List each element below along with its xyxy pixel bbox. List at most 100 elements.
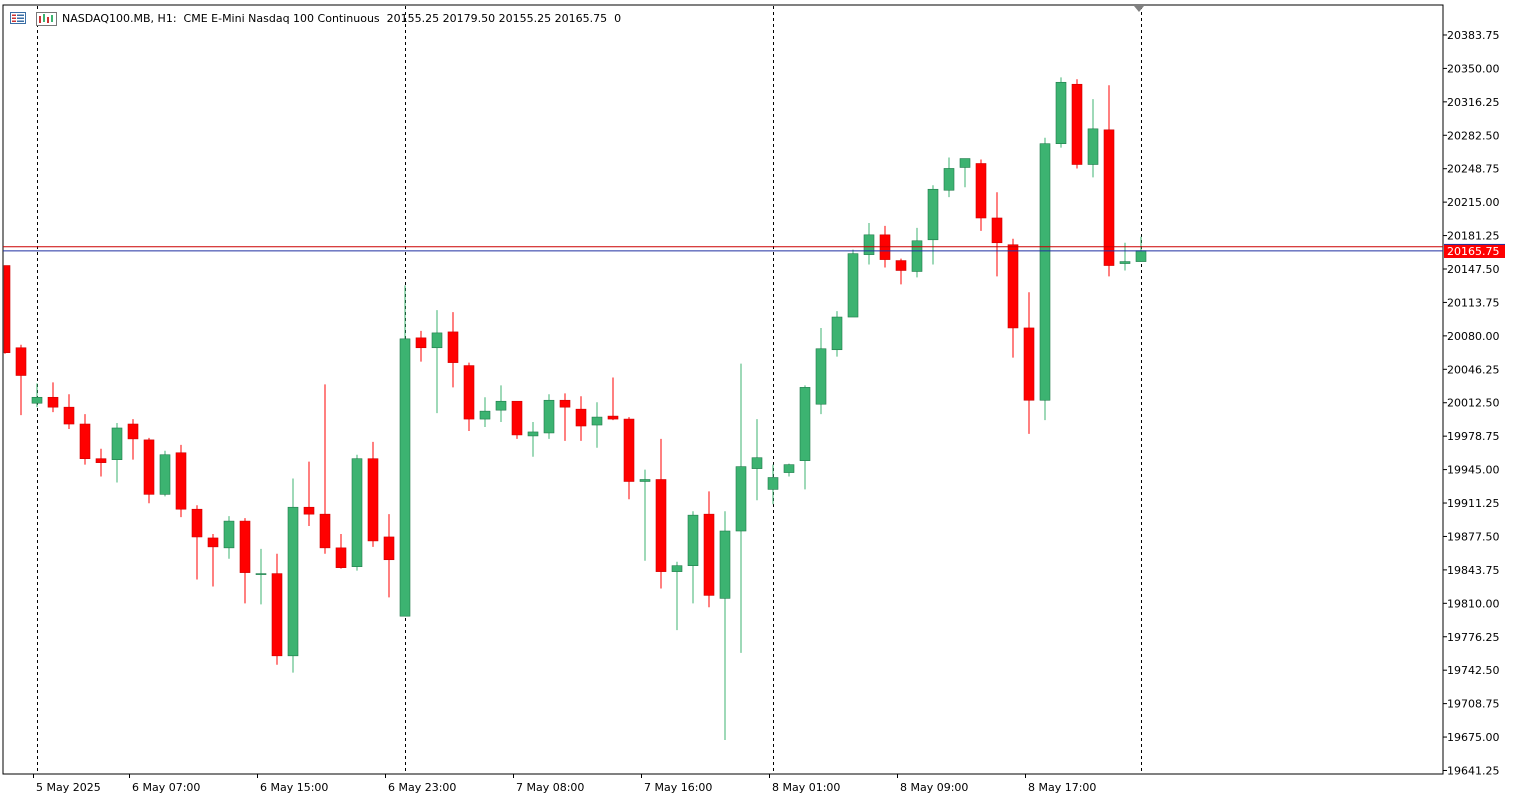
candle	[175, 444, 187, 518]
price-tick-label: 20147.50	[1447, 263, 1500, 276]
candle-body-bear	[175, 452, 187, 510]
candle-body-bear	[575, 408, 587, 427]
candle	[191, 505, 203, 580]
candle-body-bull	[351, 458, 363, 567]
candle	[383, 514, 395, 598]
candle	[815, 327, 827, 415]
candle	[79, 414, 91, 465]
candle	[623, 417, 635, 500]
candle	[495, 385, 507, 423]
candle-body-bull	[671, 565, 683, 572]
candle	[655, 438, 667, 589]
trading-list-icon[interactable]	[10, 12, 26, 24]
time-axis[interactable]: 5 May 2025 6 May 07:00 6 May 15:00 6 May 23…	[33, 774, 1097, 794]
candle-body-bear	[319, 513, 331, 549]
price-tick-label: 20181.25	[1447, 230, 1500, 243]
candle	[127, 419, 139, 460]
candle-body-bear	[655, 479, 667, 572]
candle-body-bull	[943, 168, 955, 191]
candle-body-bear	[191, 508, 203, 538]
candle-body-bear	[383, 536, 395, 561]
candle-body-bull	[1055, 81, 1067, 144]
candle-body-bull	[111, 427, 123, 460]
candle-body-bear	[463, 365, 475, 420]
candle-body-bull	[639, 479, 651, 482]
candle	[207, 533, 219, 587]
candle-body-bull	[399, 338, 411, 617]
candle-body-bear	[47, 396, 59, 408]
candle-body-bear	[143, 439, 155, 495]
candle-body-bear	[367, 458, 379, 542]
candle	[799, 385, 811, 490]
candle-body-bear	[1071, 83, 1083, 165]
candle	[319, 384, 331, 554]
candle-body-bull	[863, 234, 875, 255]
candle	[303, 461, 315, 527]
candle	[351, 454, 363, 571]
candle-body-bull	[1087, 128, 1099, 165]
price-tick-label: 19708.75	[1447, 698, 1500, 711]
candles-layer	[3, 77, 1147, 741]
candle	[143, 437, 155, 504]
ohlc-values: 20155.25 20179.50 20155.25 20165.75	[386, 12, 608, 25]
price-tick-label: 19810.00	[1447, 597, 1500, 610]
candle-body-bull	[159, 454, 171, 495]
time-tick-label: 8 May 09:00	[900, 781, 968, 794]
candle	[991, 192, 1003, 277]
candle-body-bear	[303, 506, 315, 515]
candle-body-bull	[591, 416, 603, 426]
candle	[63, 394, 75, 429]
candle	[239, 518, 251, 604]
price-tick-label: 19742.50	[1447, 664, 1500, 677]
candle	[447, 312, 459, 388]
candle-body-bear	[239, 520, 251, 573]
candle	[895, 258, 907, 285]
candle	[255, 548, 267, 605]
candle	[223, 516, 235, 559]
price-tick-label: 20012.50	[1447, 397, 1500, 410]
candle	[831, 311, 843, 357]
candle-body-bear	[623, 418, 635, 482]
price-tick-label: 19911.25	[1447, 497, 1500, 510]
price-tick-label: 19675.00	[1447, 731, 1500, 744]
candle-body-bear	[127, 423, 139, 440]
chart-plot-area[interactable]	[2, 4, 1444, 775]
candle	[271, 553, 283, 665]
price-tick-label: 20113.75	[1447, 296, 1500, 309]
candle	[47, 382, 59, 413]
candle-body-bull	[911, 240, 923, 272]
current-price-label: 20165.75	[1447, 245, 1500, 258]
time-tick-label: 8 May 17:00	[1028, 781, 1096, 794]
candle	[95, 448, 107, 477]
candle	[159, 450, 171, 497]
candle-body-bear	[991, 217, 1003, 244]
candle	[287, 478, 299, 673]
price-tick-label: 20282.50	[1447, 129, 1500, 142]
candle	[719, 511, 731, 741]
price-tick-label: 20046.25	[1447, 363, 1500, 376]
chart-header: NASDAQ100.MB, H1: CME E-Mini Nasdaq 100 …	[62, 12, 622, 25]
candle	[463, 362, 475, 431]
candle-body-bear	[415, 337, 427, 349]
candle	[911, 227, 923, 278]
candle	[575, 396, 587, 441]
candle	[671, 561, 683, 631]
price-tick-label: 19877.50	[1447, 530, 1500, 543]
shift-marker-icon[interactable]	[1134, 6, 1144, 12]
candle-body-bull	[783, 464, 795, 473]
period-separators	[37, 6, 1142, 773]
candle	[783, 463, 795, 477]
price-axis[interactable]: 20383.75 20350.00 20316.25 20282.50 20248.75…	[1443, 29, 1505, 778]
time-tick-label: 6 May 15:00	[260, 781, 328, 794]
candle	[767, 464, 779, 505]
candle-body-bear	[271, 573, 283, 657]
candle-body-bear	[975, 163, 987, 219]
time-tick-label: 6 May 23:00	[388, 781, 456, 794]
candle-body-bear	[3, 265, 11, 354]
candle-body-bull	[687, 514, 699, 566]
candle	[1103, 85, 1115, 277]
chart-window-icon[interactable]	[36, 10, 58, 26]
candle-body-bear	[607, 415, 619, 420]
candle-body-bull	[815, 348, 827, 405]
